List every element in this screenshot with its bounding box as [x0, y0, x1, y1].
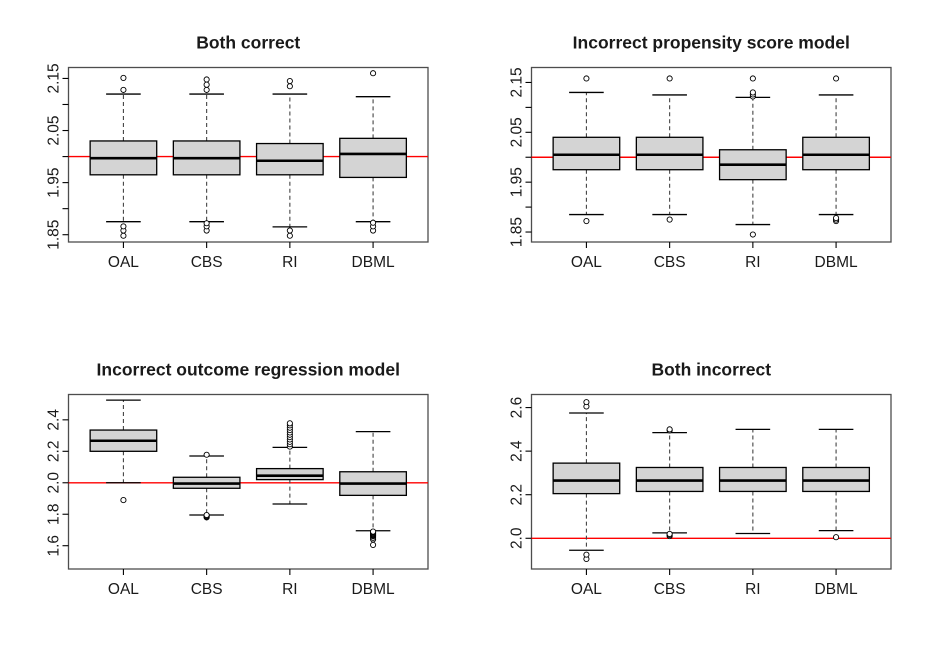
svg-text:1.8: 1.8 [46, 503, 63, 525]
svg-text:CBS: CBS [191, 581, 223, 598]
svg-text:Incorrect outcome regression m: Incorrect outcome regression model [97, 360, 400, 380]
svg-text:CBS: CBS [654, 581, 686, 598]
svg-text:2.05: 2.05 [46, 115, 63, 145]
svg-text:1.95: 1.95 [509, 167, 526, 197]
svg-text:OAL: OAL [108, 581, 139, 598]
svg-text:2.4: 2.4 [509, 440, 526, 462]
svg-text:2.2: 2.2 [509, 484, 526, 506]
svg-text:DBML: DBML [815, 254, 858, 271]
svg-text:DBML: DBML [352, 581, 395, 598]
svg-text:1.95: 1.95 [46, 168, 63, 198]
svg-text:OAL: OAL [571, 581, 602, 598]
svg-text:1.85: 1.85 [509, 217, 526, 247]
svg-text:2.05: 2.05 [509, 117, 526, 147]
svg-text:RI: RI [745, 581, 761, 598]
svg-text:2.6: 2.6 [509, 397, 526, 419]
svg-text:2.2: 2.2 [46, 441, 63, 463]
svg-text:2.4: 2.4 [46, 409, 63, 431]
svg-text:2.15: 2.15 [46, 63, 63, 93]
svg-text:Incorrect propensity score mod: Incorrect propensity score model [573, 33, 850, 53]
svg-text:CBS: CBS [191, 254, 223, 271]
svg-text:2.0: 2.0 [509, 527, 526, 549]
svg-text:Both correct: Both correct [196, 33, 300, 53]
svg-text:OAL: OAL [571, 254, 602, 271]
svg-text:DBML: DBML [815, 581, 858, 598]
svg-text:RI: RI [282, 254, 298, 271]
svg-text:RI: RI [745, 254, 761, 271]
svg-text:CBS: CBS [654, 254, 686, 271]
svg-text:DBML: DBML [352, 254, 395, 271]
svg-text:1.85: 1.85 [46, 220, 63, 250]
svg-text:OAL: OAL [108, 254, 139, 271]
svg-text:2.0: 2.0 [46, 472, 63, 494]
svg-text:RI: RI [282, 581, 298, 598]
svg-text:2.15: 2.15 [509, 67, 526, 97]
svg-text:Both incorrect: Both incorrect [651, 360, 771, 380]
svg-text:1.6: 1.6 [46, 535, 63, 557]
